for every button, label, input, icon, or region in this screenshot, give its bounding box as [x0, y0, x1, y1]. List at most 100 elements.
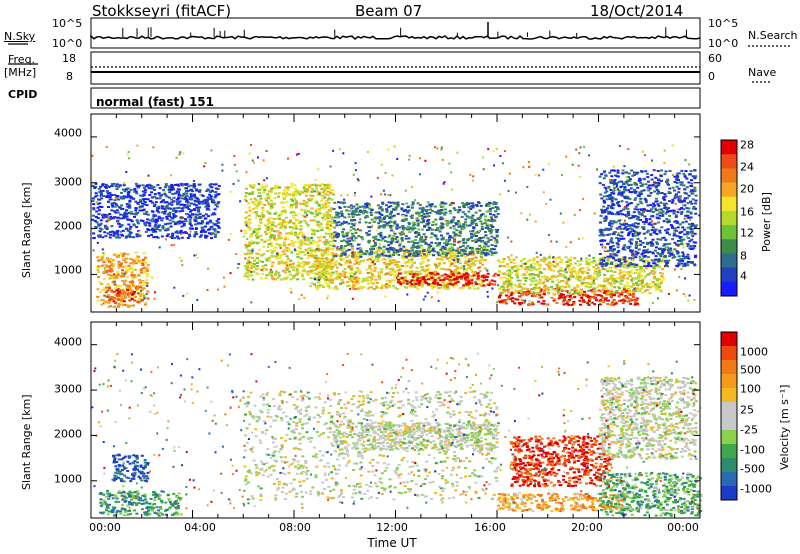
scatter-cell	[617, 192, 621, 194]
scatter-cell	[378, 254, 382, 257]
scatter-cell	[306, 270, 310, 273]
scatter-cell	[342, 239, 346, 242]
scatter-cell	[288, 249, 292, 252]
scatter-cell	[547, 261, 551, 264]
scatter-cell	[391, 259, 395, 262]
scatter-cell	[475, 224, 478, 227]
scatter-cell	[616, 242, 620, 245]
scatter-cell	[294, 204, 298, 207]
scatter-cell	[410, 217, 414, 219]
scatter-cell	[490, 220, 494, 223]
scatter-cell	[369, 271, 373, 274]
scatter-cell	[460, 216, 464, 218]
scatter-cell	[448, 260, 451, 263]
scatter-cell	[357, 277, 361, 280]
scatter-cell	[277, 262, 281, 265]
scatter-cell	[540, 276, 544, 279]
scatter-cell	[403, 227, 407, 230]
scatter-cell	[381, 284, 385, 286]
scatter-cell	[443, 247, 447, 249]
scatter-cell	[408, 273, 412, 276]
scatter-cell	[411, 225, 415, 228]
scatter-cell	[634, 222, 638, 225]
scatter-cell	[337, 234, 340, 237]
scatter-cell	[265, 274, 269, 277]
scatter-cell	[345, 259, 349, 262]
scatter-cell	[449, 265, 453, 267]
scatter-cell	[282, 278, 286, 281]
scatter-cell	[392, 234, 396, 237]
scatter-cell	[620, 235, 624, 238]
scatter-cell	[433, 273, 437, 276]
scatter-cell	[254, 202, 258, 205]
scatter-cell	[462, 284, 466, 287]
scatter-cell	[417, 231, 420, 234]
scatter-cell	[614, 213, 618, 216]
scatter-cell	[662, 249, 666, 251]
scatter-cell	[385, 222, 389, 225]
scatter-cell	[441, 226, 445, 229]
scatter-cell	[423, 253, 426, 256]
scatter-cell	[648, 221, 652, 224]
scatter-cell	[350, 207, 354, 210]
scatter-cell	[252, 241, 256, 244]
scatter-cell	[506, 288, 510, 291]
scatter-cell	[489, 216, 493, 219]
scatter-cell	[657, 278, 661, 281]
scatter-cell	[617, 189, 621, 192]
scatter-cell	[396, 240, 400, 243]
scatter-cell	[566, 294, 570, 297]
scatter-cell	[321, 217, 325, 219]
scatter-cell	[685, 262, 689, 265]
scatter-cell	[317, 280, 321, 283]
scatter-cell	[309, 247, 313, 250]
scatter-cell	[292, 262, 295, 265]
scatter-cell	[367, 241, 371, 244]
scatter-cell	[336, 276, 340, 278]
scatter-cell	[357, 263, 361, 266]
scatter-cell	[659, 238, 663, 241]
scatter-cell	[642, 286, 646, 288]
scatter-cell	[634, 225, 638, 228]
scatter-cell	[645, 267, 649, 270]
scatter-cell	[650, 174, 654, 177]
scatter-cell	[604, 293, 608, 296]
scatter-cell	[446, 243, 450, 246]
scatter-cell	[402, 253, 406, 255]
scatter-cell	[607, 256, 610, 259]
scatter-cell	[598, 175, 602, 178]
scatter-cell	[626, 197, 629, 200]
scatter-cell	[404, 265, 408, 268]
scatter-cell	[592, 259, 596, 262]
scatter-cell	[141, 262, 145, 265]
scatter-cell	[370, 251, 374, 254]
scatter-cell	[525, 261, 529, 264]
scatter-cell	[467, 203, 471, 205]
scatter-cell	[272, 187, 276, 189]
scatter-cell	[448, 275, 452, 278]
scatter-cell	[529, 269, 533, 272]
scatter-cell	[474, 282, 478, 285]
scatter-cell	[265, 184, 269, 187]
scatter-cell	[601, 289, 604, 292]
scatter-cell	[102, 270, 106, 273]
scatter-cell	[131, 277, 135, 280]
scatter-cell	[353, 257, 357, 259]
scatter-cell	[135, 285, 139, 288]
scatter-cell	[513, 289, 517, 291]
scatter-cell	[426, 260, 430, 263]
scatter-cell	[630, 299, 634, 301]
scatter-cell	[606, 255, 610, 258]
scatter-cell	[631, 295, 635, 298]
scatter-cell	[110, 270, 114, 273]
scatter-cell	[534, 283, 538, 286]
scatter-cell	[146, 269, 149, 272]
scatter-cell	[425, 250, 429, 253]
scatter-cell	[389, 273, 393, 276]
scatter-cell	[445, 239, 449, 241]
scatter-cell	[377, 250, 381, 253]
scatter-cell	[277, 234, 281, 237]
scatter-cell	[676, 235, 680, 238]
scatter-cell	[286, 247, 290, 250]
scatter-cell	[399, 249, 402, 252]
